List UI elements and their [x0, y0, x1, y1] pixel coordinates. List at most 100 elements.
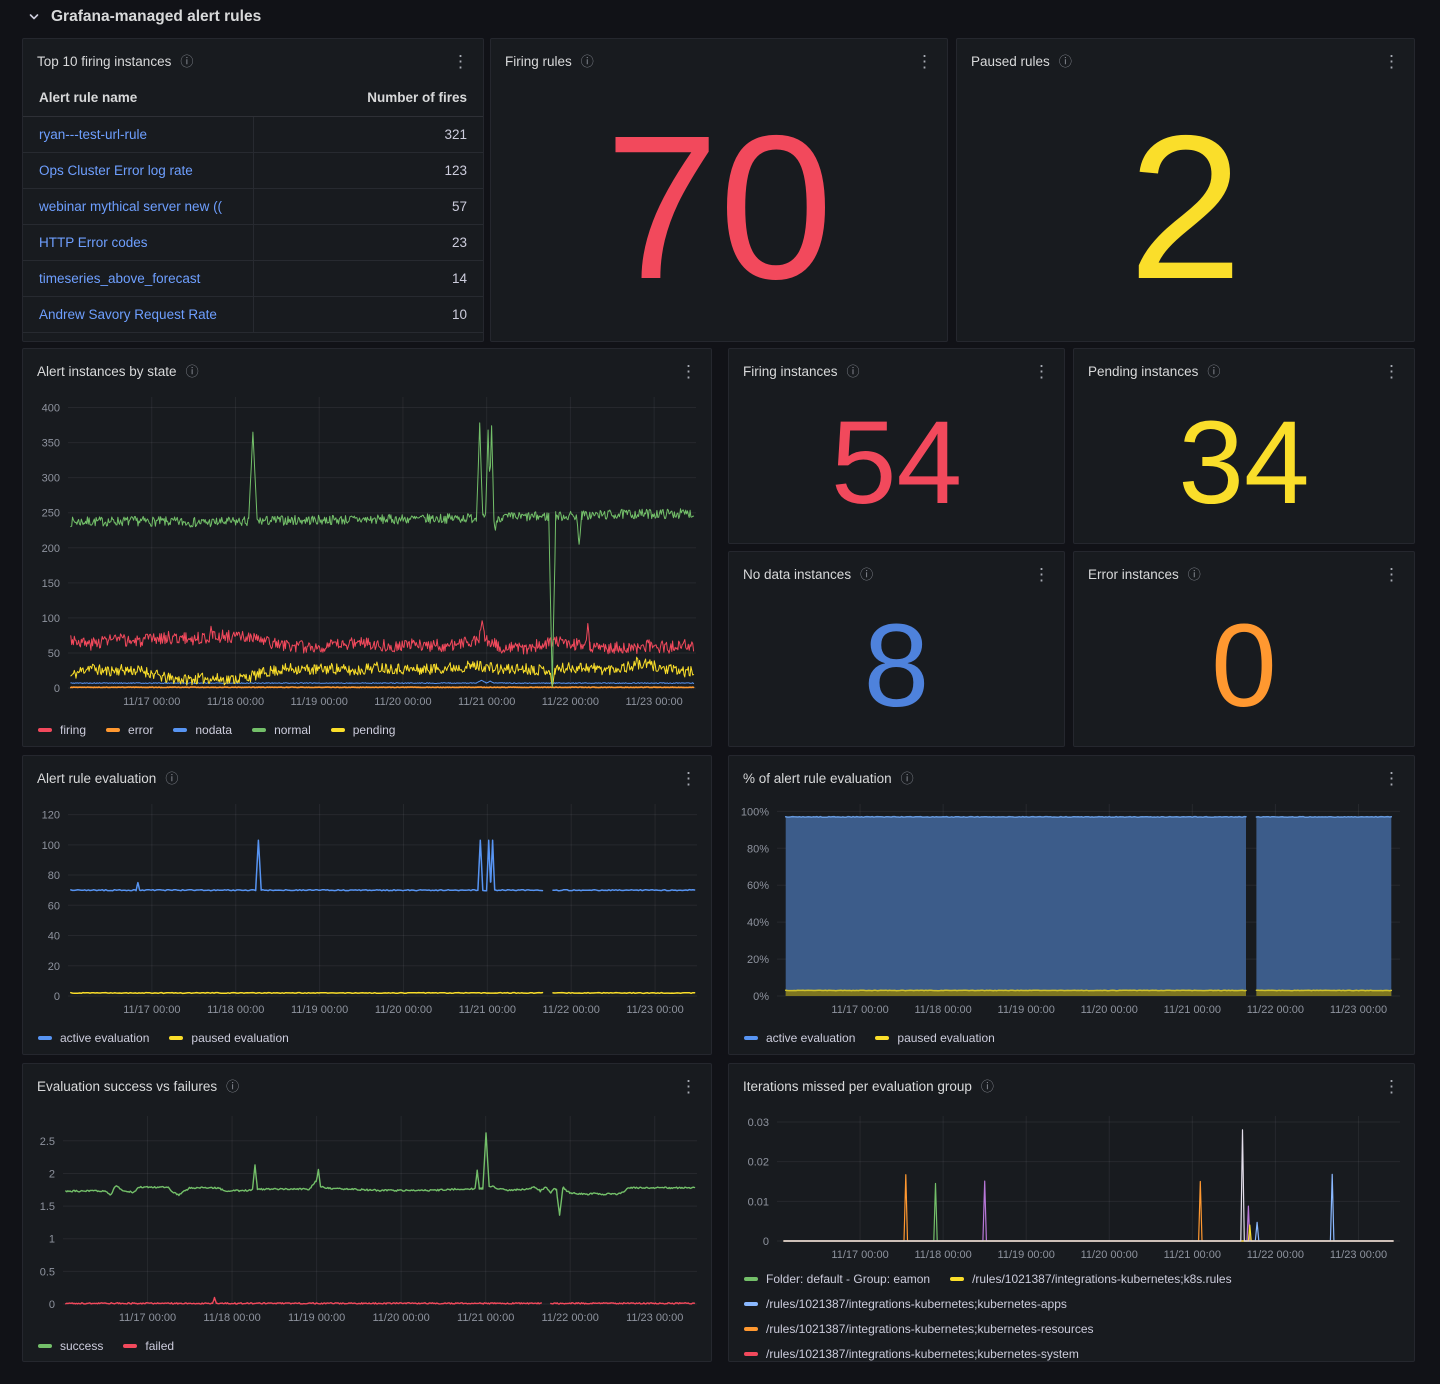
svg-text:11/17 00:00: 11/17 00:00 — [123, 1004, 180, 1016]
legend-item[interactable]: normal — [252, 723, 311, 737]
legend-item[interactable]: /rules/1021387/integrations-kubernetes;k… — [744, 1297, 1067, 1311]
info-icon[interactable]: ⓘ — [860, 566, 874, 582]
info-icon[interactable]: ⓘ — [226, 1078, 240, 1094]
legend-item[interactable]: active evaluation — [744, 1031, 855, 1045]
legend-item[interactable]: error — [106, 723, 153, 737]
table-row: webinar mythical server new (( 57 — [23, 188, 483, 225]
chart-legend: firing error nodata normal pending — [23, 716, 711, 737]
legend-label: Folder: default - Group: eamon — [766, 1272, 931, 1286]
table-row: ryan---test-url-rule 321 — [23, 116, 483, 153]
info-icon[interactable]: ⓘ — [1207, 363, 1221, 379]
svg-text:20: 20 — [48, 961, 60, 973]
panel-menu-icon[interactable]: ⋮ — [680, 361, 697, 381]
panel-header: Iterations missed per evaluation group ⓘ… — [729, 1064, 1414, 1098]
panel-menu-icon[interactable]: ⋮ — [1383, 768, 1400, 788]
alert-instances-chart[interactable]: 0 50 100 150 200 250 300 350 400 11/17 00:00 11/18… — [23, 383, 711, 716]
panel-title: Alert instances by state — [37, 363, 177, 379]
panel-title: Iterations missed per evaluation group — [743, 1078, 972, 1094]
svg-text:11/23 00:00: 11/23 00:00 — [626, 1004, 683, 1016]
svg-text:11/17 00:00: 11/17 00:00 — [123, 696, 180, 708]
legend-label: active evaluation — [60, 1031, 150, 1045]
alert-rule-evaluation-chart[interactable]: 0 20 40 60 80 100 120 11/17 00:00 11/18 00:00 11/… — [23, 790, 711, 1024]
table-header-row: Alert rule name Number of fires — [23, 80, 483, 117]
legend-label: error — [128, 723, 154, 737]
legend-label: normal — [274, 723, 311, 737]
info-icon[interactable]: ⓘ — [846, 363, 860, 379]
info-icon[interactable]: ⓘ — [185, 363, 199, 379]
legend-swatch-icon — [950, 1277, 965, 1281]
panel-firing-rules: Firing rules ⓘ ⋮ 70 — [490, 38, 948, 342]
panel-header: Top 10 firing instances ⓘ ⋮ — [23, 39, 483, 73]
svg-text:11/20 00:00: 11/20 00:00 — [375, 1004, 432, 1016]
svg-text:20%: 20% — [747, 954, 769, 966]
pct-alert-rule-evaluation-chart[interactable]: 0% 20% 40% 60% 80% 100% 11/17 00:00 11/18 00:00… — [729, 790, 1414, 1024]
svg-text:11/21 00:00: 11/21 00:00 — [457, 1312, 514, 1324]
chart-legend: active evaluation paused evaluation — [729, 1024, 1414, 1045]
panel-menu-icon[interactable]: ⋮ — [1383, 361, 1400, 381]
legend-item[interactable]: success — [38, 1339, 103, 1353]
stat-value: 0 — [1211, 600, 1277, 732]
row-header-grafana-managed-alert-rules[interactable]: Grafana-managed alert rules — [28, 8, 261, 26]
panel-menu-icon[interactable]: ⋮ — [1033, 564, 1050, 584]
legend-item[interactable]: /rules/1021387/integrations-kubernetes;k… — [950, 1272, 1232, 1286]
chevron-down-icon[interactable] — [28, 11, 40, 23]
legend-item[interactable]: firing — [38, 723, 86, 737]
panel-menu-icon[interactable]: ⋮ — [1033, 361, 1050, 381]
svg-text:300: 300 — [42, 473, 60, 485]
panel-menu-icon[interactable]: ⋮ — [680, 1076, 697, 1096]
info-icon[interactable]: ⓘ — [980, 1078, 994, 1094]
info-icon[interactable]: ⓘ — [580, 53, 594, 69]
alert-rule-link[interactable]: timeseries_above_forecast — [39, 270, 201, 286]
svg-text:11/20 00:00: 11/20 00:00 — [374, 696, 431, 708]
column-header-number-of-fires[interactable]: Number of fires — [253, 80, 483, 117]
svg-text:1.5: 1.5 — [40, 1201, 55, 1213]
legend-item[interactable]: /rules/1021387/integrations-kubernetes;k… — [744, 1347, 1079, 1361]
svg-text:40: 40 — [48, 931, 60, 943]
legend-item[interactable]: paused evaluation — [875, 1031, 995, 1045]
panel-title: Pending instances — [1088, 363, 1199, 379]
panel-title: Alert rule evaluation — [37, 770, 157, 786]
panel-menu-icon[interactable]: ⋮ — [1383, 51, 1400, 71]
alert-rule-link[interactable]: webinar mythical server new (( — [39, 198, 223, 214]
legend-item[interactable]: pending — [330, 723, 396, 737]
info-icon[interactable]: ⓘ — [1058, 53, 1072, 69]
alert-rule-link[interactable]: ryan---test-url-rule — [39, 126, 148, 142]
info-icon[interactable]: ⓘ — [180, 53, 194, 69]
panel-menu-icon[interactable]: ⋮ — [452, 51, 469, 71]
alert-rule-link[interactable]: HTTP Error codes — [39, 234, 148, 250]
panel-iterations-missed: Iterations missed per evaluation group ⓘ… — [728, 1063, 1415, 1362]
svg-text:11/21 00:00: 11/21 00:00 — [458, 696, 515, 708]
info-icon[interactable]: ⓘ — [165, 770, 179, 786]
column-header-alert-rule-name[interactable]: Alert rule name — [23, 80, 253, 117]
alert-rule-link[interactable]: Andrew Savory Request Rate — [39, 306, 217, 322]
info-icon[interactable]: ⓘ — [900, 770, 914, 786]
iterations-missed-chart[interactable]: 0 0.01 0.02 0.03 11/17 00:00 11/18 00:00 11/19… — [729, 1098, 1414, 1265]
svg-text:200: 200 — [42, 543, 60, 555]
panel-menu-icon[interactable]: ⋮ — [1383, 564, 1400, 584]
svg-text:100: 100 — [42, 613, 60, 625]
table-row: Andrew Savory Request Rate 10 — [23, 296, 483, 333]
legend-label: nodata — [195, 723, 233, 737]
panel-title: Error instances — [1088, 566, 1179, 582]
panel-menu-icon[interactable]: ⋮ — [680, 768, 697, 788]
svg-text:11/18 00:00: 11/18 00:00 — [203, 1312, 260, 1324]
legend-item[interactable]: paused evaluation — [169, 1031, 289, 1045]
info-icon[interactable]: ⓘ — [1187, 566, 1201, 582]
panel-menu-icon[interactable]: ⋮ — [1383, 1076, 1400, 1096]
legend-item[interactable]: nodata — [173, 723, 232, 737]
legend-item[interactable]: active evaluation — [38, 1031, 149, 1045]
legend-label: pending — [352, 723, 396, 737]
alert-rule-link[interactable]: Ops Cluster Error log rate — [39, 162, 193, 178]
fires-count: 23 — [252, 224, 483, 261]
panel-alert-instances-by-state: Alert instances by state ⓘ ⋮ 0 50 100 150 20… — [22, 348, 712, 747]
legend-item[interactable]: Folder: default - Group: eamon — [744, 1272, 930, 1286]
panel-header: Firing rules ⓘ ⋮ — [491, 39, 947, 73]
svg-text:0.5: 0.5 — [40, 1266, 55, 1278]
legend-item[interactable]: /rules/1021387/integrations-kubernetes;k… — [744, 1322, 1094, 1336]
evaluation-success-failures-chart[interactable]: 0 0.5 1 1.5 2 2.5 11/17 00:00 11/18 00:00 11/19 … — [23, 1098, 711, 1332]
svg-text:150: 150 — [42, 578, 60, 590]
svg-text:1: 1 — [49, 1234, 55, 1246]
stat-value: 34 — [1178, 397, 1310, 529]
legend-item[interactable]: failed — [123, 1339, 174, 1353]
panel-menu-icon[interactable]: ⋮ — [916, 51, 933, 71]
